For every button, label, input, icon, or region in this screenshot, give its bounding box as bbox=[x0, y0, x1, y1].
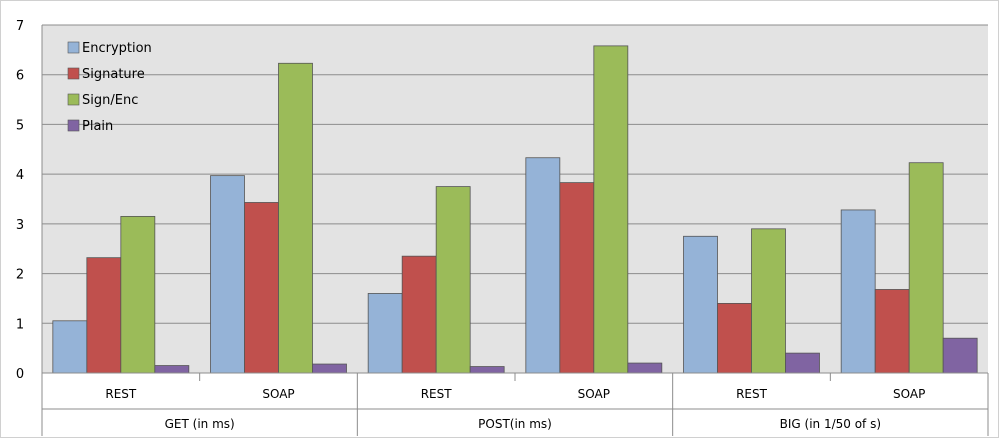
legend-label: Plain bbox=[82, 119, 113, 134]
y-tick-label: 0 bbox=[16, 367, 24, 382]
bar-sign-enc-rest bbox=[435, 186, 471, 374]
x-subcategory-label: REST bbox=[421, 387, 453, 401]
bar-plain-soap bbox=[942, 337, 978, 374]
plot-background bbox=[42, 25, 988, 373]
legend-swatch bbox=[67, 119, 80, 132]
legend-label: Encryption bbox=[82, 41, 152, 56]
y-tick-label: 6 bbox=[16, 69, 24, 84]
bar-signature-rest bbox=[401, 255, 437, 374]
y-tick-label: 7 bbox=[16, 19, 24, 34]
legend-label: Sign/Enc bbox=[82, 93, 138, 108]
legend-swatch bbox=[67, 41, 80, 54]
bar-signature-soap bbox=[874, 289, 910, 374]
y-tick-label: 4 bbox=[16, 168, 24, 183]
bar-encryption-soap bbox=[840, 209, 876, 374]
x-subcategory-label: REST bbox=[105, 387, 137, 401]
x-group-label: BIG (in 1/50 of s) bbox=[780, 417, 881, 431]
bar-sign-enc-soap bbox=[278, 62, 313, 374]
bar-sign-enc-rest bbox=[120, 215, 156, 374]
legend-label: Signature bbox=[82, 67, 145, 82]
x-group-label: GET (in ms) bbox=[165, 417, 235, 431]
x-subcategory-label: SOAP bbox=[893, 387, 925, 401]
x-group-label: POST(in ms) bbox=[478, 417, 552, 431]
bar-signature-soap bbox=[559, 182, 595, 374]
bar-plain-soap bbox=[312, 363, 347, 374]
bar-plain-rest bbox=[785, 352, 820, 374]
bar-signature-soap bbox=[244, 202, 279, 374]
bar-signature-rest bbox=[86, 257, 122, 374]
bar-plain-soap bbox=[627, 362, 663, 374]
legend-swatch bbox=[67, 67, 80, 80]
bar-encryption-soap bbox=[210, 175, 245, 374]
legend-swatch bbox=[67, 93, 80, 106]
bar-encryption-soap bbox=[525, 157, 561, 374]
bar-sign-enc-soap bbox=[593, 45, 629, 374]
bar-sign-enc-rest bbox=[751, 228, 786, 374]
bar-encryption-rest bbox=[367, 293, 403, 374]
x-subcategory-label: SOAP bbox=[262, 387, 294, 401]
x-subcategory-label: SOAP bbox=[578, 387, 610, 401]
bar-plain-rest bbox=[154, 365, 190, 374]
bar-encryption-rest bbox=[52, 320, 88, 374]
bar-sign-enc-soap bbox=[908, 162, 944, 374]
bar-encryption-rest bbox=[683, 235, 718, 374]
bar-plain-rest bbox=[469, 366, 505, 374]
y-tick-label: 2 bbox=[16, 268, 24, 283]
y-tick-label: 3 bbox=[16, 218, 24, 233]
y-tick-label: 5 bbox=[16, 118, 24, 133]
x-subcategory-label: REST bbox=[736, 387, 768, 401]
bar-signature-rest bbox=[717, 302, 752, 374]
y-tick-label: 1 bbox=[16, 317, 24, 332]
